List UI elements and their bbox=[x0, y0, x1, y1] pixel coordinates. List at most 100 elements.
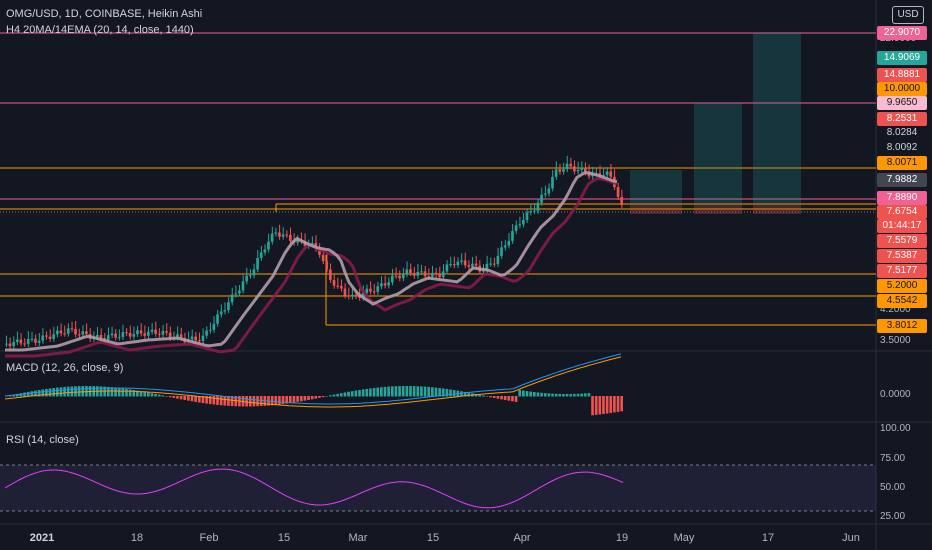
candle-body bbox=[8, 343, 12, 347]
macd-bar bbox=[59, 387, 63, 397]
macd-bar bbox=[70, 386, 74, 397]
macd-bar bbox=[398, 386, 401, 397]
candle-body bbox=[179, 334, 183, 339]
candle-body bbox=[336, 285, 339, 287]
macd-bar bbox=[565, 393, 569, 397]
macd-bar bbox=[165, 396, 168, 397]
macd-bar bbox=[569, 393, 573, 397]
macd-bar bbox=[500, 396, 503, 400]
target-box-3 bbox=[753, 33, 801, 205]
candle-body bbox=[339, 285, 343, 289]
macd-bar bbox=[441, 388, 445, 397]
x-label: Jun bbox=[842, 532, 860, 544]
indicator-legend[interactable]: H4 20MA/14EMA (20, 14, close, 1440) bbox=[6, 24, 194, 36]
macd-bar bbox=[474, 393, 478, 397]
candle-body bbox=[620, 197, 623, 206]
stop-box-1 bbox=[630, 205, 682, 214]
price-label: 22.9070 bbox=[877, 26, 927, 40]
x-label: 15 bbox=[426, 532, 440, 544]
symbol-info[interactable]: OMG/USD, 1D, COINBASE, Heikin Ashi bbox=[6, 8, 203, 20]
macd-bar bbox=[26, 391, 30, 397]
macd-bar bbox=[387, 386, 390, 397]
candle-body bbox=[409, 269, 412, 273]
candle-body bbox=[412, 272, 416, 276]
candle-body bbox=[26, 338, 30, 344]
candle-body bbox=[332, 279, 336, 286]
macd-bar bbox=[172, 396, 176, 398]
candle-body bbox=[580, 167, 583, 170]
candle-body bbox=[143, 333, 147, 336]
macd-bar bbox=[452, 390, 456, 397]
macd-bar bbox=[321, 396, 325, 398]
candle-body bbox=[558, 169, 562, 172]
candle-body bbox=[201, 335, 205, 341]
macd-bar bbox=[299, 396, 303, 402]
target-box-2 bbox=[694, 103, 742, 205]
rsi-line bbox=[4, 468, 624, 509]
macd-bar bbox=[157, 394, 161, 397]
candle-body bbox=[452, 264, 456, 266]
macd-bar bbox=[463, 391, 467, 397]
macd-bar bbox=[554, 393, 558, 397]
macd-bar bbox=[81, 386, 85, 397]
candle-body bbox=[23, 343, 26, 345]
candle-body bbox=[52, 334, 55, 339]
candle-body bbox=[63, 333, 66, 335]
macd-bar bbox=[223, 396, 227, 406]
macd-bar bbox=[383, 386, 387, 397]
candle-body bbox=[157, 333, 161, 335]
macd-bar bbox=[179, 396, 183, 400]
macd-bar bbox=[339, 393, 343, 397]
macd-bar bbox=[303, 396, 307, 401]
macd-bar bbox=[394, 386, 398, 397]
price-label: 7.5177 bbox=[877, 264, 927, 278]
macd-bar bbox=[445, 388, 449, 397]
candle-body bbox=[114, 333, 117, 338]
rsi-scale-75: 75.00 bbox=[880, 453, 906, 464]
candle-body bbox=[401, 273, 405, 279]
macd-bar bbox=[143, 391, 147, 397]
candle-body bbox=[329, 269, 332, 280]
macd-bar bbox=[121, 388, 125, 397]
macd-bar bbox=[489, 396, 492, 398]
macd-bar bbox=[525, 391, 529, 397]
candle-body bbox=[190, 336, 194, 340]
candle-body bbox=[380, 283, 383, 287]
candle-body bbox=[15, 339, 19, 342]
macd-bar bbox=[147, 392, 150, 397]
candle-body bbox=[514, 225, 518, 231]
macd-bar bbox=[467, 392, 471, 397]
macd-bar bbox=[580, 393, 583, 397]
stop-box-2 bbox=[694, 205, 742, 214]
macd-bar bbox=[609, 396, 613, 414]
candle-body bbox=[278, 232, 281, 237]
rsi-scale-100: 100.00 bbox=[880, 423, 911, 434]
candle-body bbox=[12, 341, 15, 347]
candle-body bbox=[609, 171, 613, 177]
macd-bar bbox=[168, 396, 172, 398]
macd-bar bbox=[540, 392, 543, 397]
macd-bar bbox=[77, 386, 81, 397]
rsi-legend[interactable]: RSI (14, close) bbox=[6, 434, 79, 446]
candle-body bbox=[161, 331, 165, 335]
x-label: 2021 bbox=[29, 532, 55, 544]
candle-body bbox=[441, 271, 445, 278]
candle-body bbox=[132, 334, 136, 337]
price-label: 8.2531 bbox=[877, 112, 927, 126]
position-boxes[interactable] bbox=[630, 33, 801, 214]
macd-bar bbox=[594, 396, 598, 415]
macd-bar bbox=[248, 396, 252, 407]
candle-body bbox=[99, 334, 103, 339]
macd-bar bbox=[354, 390, 358, 397]
macd-legend[interactable]: MACD (12, 26, close, 9) bbox=[6, 362, 124, 374]
macd-bar bbox=[401, 386, 405, 397]
price-label: 8.0092 bbox=[877, 141, 927, 155]
macd-bar bbox=[514, 396, 518, 402]
candle-body bbox=[522, 220, 525, 225]
candle-body bbox=[456, 261, 460, 266]
currency-button[interactable]: USD bbox=[892, 6, 924, 24]
macd-bar bbox=[329, 395, 332, 397]
macd-bar bbox=[620, 396, 623, 412]
price-label: 14.8881 bbox=[877, 68, 927, 82]
